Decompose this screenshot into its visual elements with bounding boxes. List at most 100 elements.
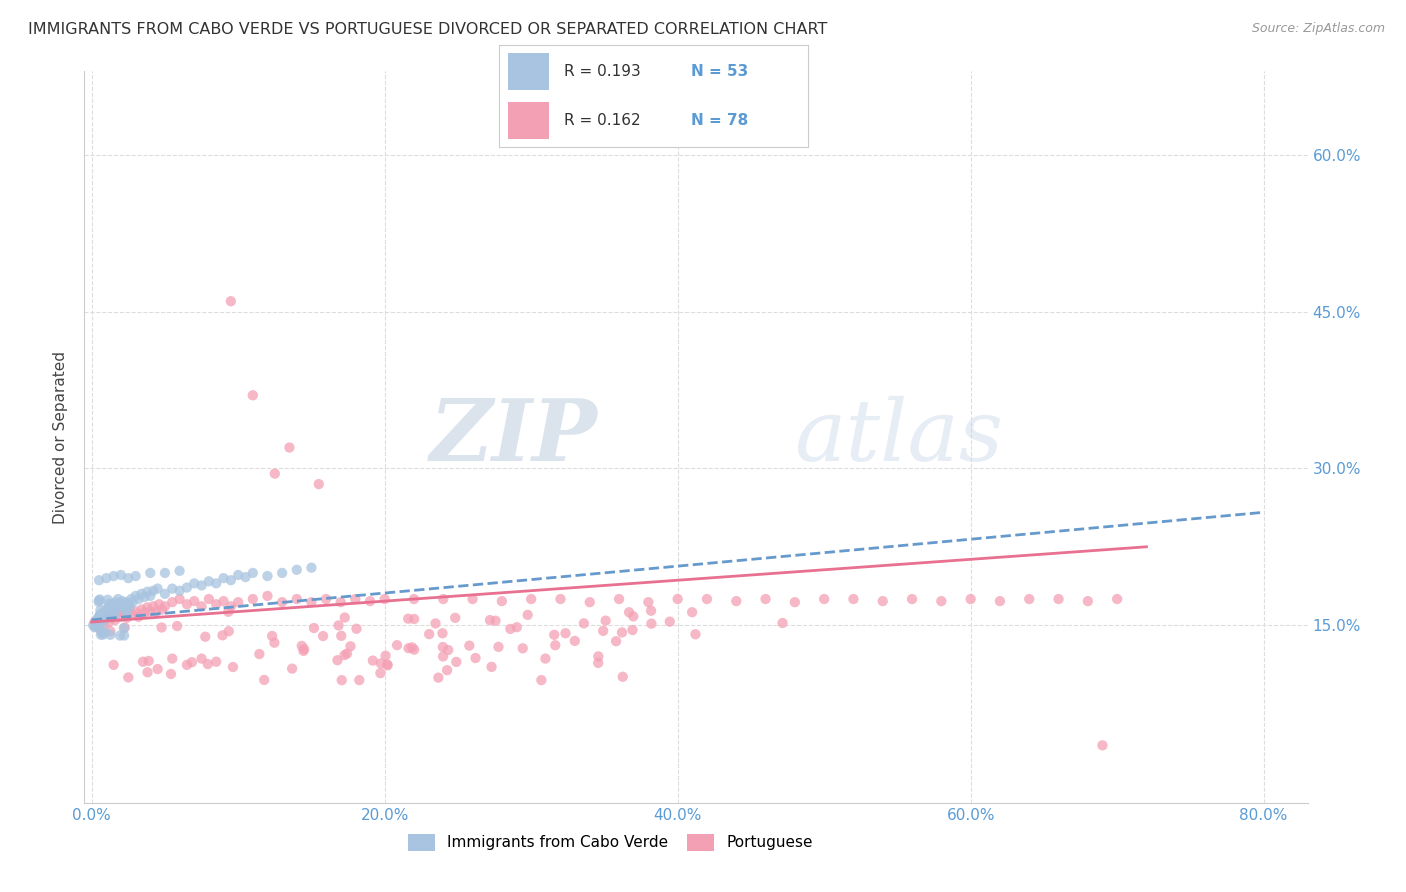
Point bbox=[588, 649, 610, 664]
Point bbox=[115, 606, 138, 620]
Point bbox=[162, 651, 184, 665]
Point bbox=[148, 597, 170, 611]
Point bbox=[96, 611, 118, 625]
Y-axis label: Divorced or Separated: Divorced or Separated bbox=[53, 351, 69, 524]
Point bbox=[256, 589, 278, 603]
Point bbox=[444, 611, 467, 625]
Point bbox=[302, 621, 325, 635]
Point bbox=[107, 592, 129, 607]
Text: R = 0.193: R = 0.193 bbox=[564, 63, 641, 78]
Point bbox=[491, 594, 513, 608]
Point bbox=[330, 629, 353, 643]
Point bbox=[315, 592, 337, 607]
Point bbox=[436, 663, 458, 677]
Point bbox=[658, 615, 681, 629]
Point bbox=[813, 592, 835, 607]
Point bbox=[93, 618, 115, 632]
Point bbox=[226, 568, 249, 582]
Legend: Immigrants from Cabo Verde, Portuguese: Immigrants from Cabo Verde, Portuguese bbox=[402, 828, 820, 857]
Point bbox=[153, 587, 176, 601]
Point bbox=[112, 606, 135, 620]
Point bbox=[91, 613, 114, 627]
Point bbox=[124, 569, 146, 583]
Point bbox=[617, 605, 640, 619]
Point bbox=[292, 642, 315, 657]
Point bbox=[142, 599, 165, 614]
Point bbox=[97, 597, 120, 611]
Point bbox=[506, 620, 529, 634]
Point bbox=[98, 615, 121, 629]
Point bbox=[89, 592, 111, 607]
Point bbox=[107, 605, 129, 619]
Point bbox=[115, 611, 138, 625]
Point bbox=[520, 592, 543, 607]
Point bbox=[242, 388, 264, 402]
Point bbox=[396, 612, 419, 626]
Text: N = 78: N = 78 bbox=[690, 113, 748, 128]
Point bbox=[93, 614, 115, 628]
Point bbox=[219, 573, 242, 587]
Point bbox=[98, 599, 121, 614]
Point bbox=[312, 629, 335, 643]
Point bbox=[145, 605, 167, 619]
Point bbox=[117, 597, 139, 611]
Point bbox=[1091, 739, 1114, 753]
Point bbox=[1077, 594, 1099, 608]
Point bbox=[96, 571, 118, 585]
Point bbox=[153, 566, 176, 580]
Point bbox=[194, 630, 217, 644]
Point bbox=[308, 477, 330, 491]
Point bbox=[346, 622, 368, 636]
Text: R = 0.162: R = 0.162 bbox=[564, 113, 641, 128]
Point bbox=[219, 599, 242, 614]
Point bbox=[374, 592, 396, 607]
Text: atlas: atlas bbox=[794, 396, 1002, 478]
Point bbox=[212, 571, 235, 585]
Point bbox=[1018, 592, 1040, 607]
Point bbox=[402, 592, 425, 607]
Point bbox=[404, 612, 426, 626]
Point bbox=[621, 609, 644, 624]
Point bbox=[160, 667, 183, 681]
Point bbox=[89, 603, 111, 617]
Point bbox=[586, 656, 609, 670]
Point bbox=[94, 605, 117, 619]
Point bbox=[299, 595, 322, 609]
Point bbox=[253, 673, 276, 687]
Point bbox=[90, 628, 112, 642]
Point bbox=[478, 613, 501, 627]
Point bbox=[543, 628, 565, 642]
Point bbox=[139, 589, 162, 603]
Point bbox=[103, 569, 125, 583]
Point bbox=[328, 618, 350, 632]
Point bbox=[595, 614, 617, 628]
Point bbox=[121, 595, 143, 609]
Point bbox=[82, 618, 104, 632]
Point bbox=[621, 623, 644, 637]
Point bbox=[89, 607, 111, 622]
Point bbox=[115, 595, 138, 609]
Point bbox=[754, 592, 776, 607]
Point bbox=[110, 609, 132, 624]
Point bbox=[108, 596, 131, 610]
Point bbox=[285, 563, 308, 577]
Point bbox=[285, 592, 308, 607]
Point bbox=[218, 624, 240, 639]
Bar bbox=[509, 102, 548, 139]
Text: IMMIGRANTS FROM CABO VERDE VS PORTUGUESE DIVORCED OR SEPARATED CORRELATION CHART: IMMIGRANTS FROM CABO VERDE VS PORTUGUESE… bbox=[28, 22, 828, 37]
Point bbox=[550, 592, 572, 607]
Point bbox=[115, 599, 138, 613]
Point bbox=[100, 603, 122, 617]
Point bbox=[87, 609, 110, 624]
Point bbox=[534, 651, 557, 665]
Point bbox=[339, 640, 361, 654]
Point bbox=[84, 613, 107, 627]
Point bbox=[461, 592, 484, 607]
Point bbox=[299, 560, 322, 574]
Point bbox=[91, 627, 114, 641]
Point bbox=[696, 592, 718, 607]
Point bbox=[375, 657, 398, 672]
Point bbox=[198, 574, 221, 589]
Point bbox=[612, 670, 634, 684]
Point bbox=[86, 616, 108, 631]
